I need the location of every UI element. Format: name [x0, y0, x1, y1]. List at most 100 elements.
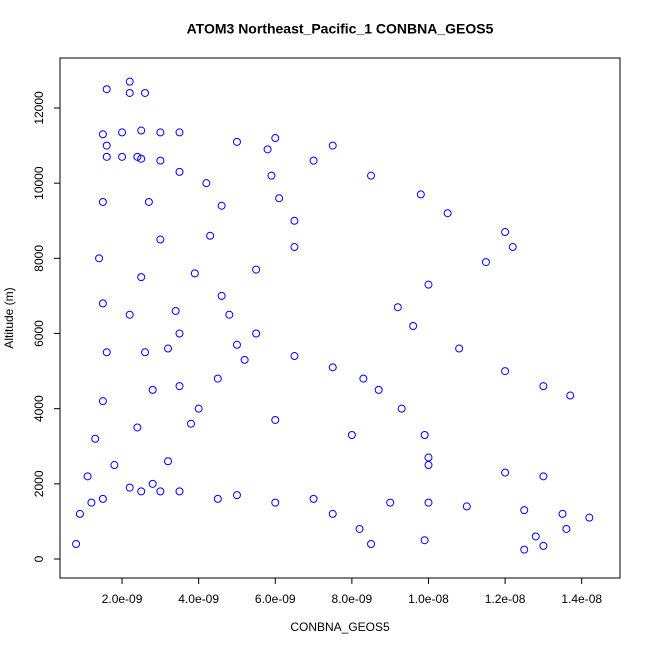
- point: [83, 472, 92, 481]
- point: [424, 498, 433, 507]
- point: [144, 197, 153, 206]
- point: [501, 228, 510, 237]
- point: [72, 539, 81, 548]
- point: [137, 126, 146, 135]
- point: [194, 404, 203, 413]
- point: [290, 243, 299, 252]
- point: [531, 532, 540, 541]
- point: [171, 306, 180, 315]
- point: [102, 85, 111, 94]
- point: [420, 430, 429, 439]
- point: [156, 487, 165, 496]
- point: [347, 430, 356, 439]
- point: [137, 273, 146, 282]
- point: [175, 382, 184, 391]
- point: [397, 404, 406, 413]
- point: [252, 265, 261, 274]
- point: [102, 152, 111, 161]
- chart-title: ATOM3 Northeast_Pacific_1 CONBNA_GEOS5: [187, 21, 494, 37]
- point: [137, 154, 146, 163]
- y-axis-title: Altitude (m): [2, 287, 16, 348]
- point: [290, 352, 299, 361]
- point: [75, 509, 84, 518]
- point: [539, 472, 548, 481]
- point: [271, 498, 280, 507]
- point: [309, 156, 318, 165]
- point: [374, 385, 383, 394]
- point: [102, 348, 111, 357]
- point: [416, 190, 425, 199]
- point: [91, 434, 100, 443]
- point: [125, 77, 134, 86]
- point: [462, 502, 471, 511]
- point: [125, 310, 134, 319]
- point: [562, 524, 571, 533]
- point: [98, 130, 107, 139]
- point: [508, 243, 517, 252]
- point: [141, 88, 150, 97]
- point: [240, 355, 249, 364]
- y-tick-label: 12000: [32, 91, 46, 125]
- point: [355, 524, 364, 533]
- point: [263, 145, 272, 154]
- point: [206, 231, 215, 240]
- point: [232, 340, 241, 349]
- point: [217, 201, 226, 210]
- point: [290, 216, 299, 225]
- point: [175, 487, 184, 496]
- x-axis-title: CONBNA_GEOS5: [290, 620, 390, 634]
- point: [386, 498, 395, 507]
- point: [164, 344, 173, 353]
- point: [520, 506, 529, 515]
- point: [393, 303, 402, 312]
- y-tick-label: 0: [32, 555, 46, 562]
- y-tick-label: 4000: [32, 395, 46, 422]
- point: [118, 128, 127, 137]
- point: [156, 156, 165, 165]
- point: [87, 498, 96, 507]
- y-tick-label: 2000: [32, 470, 46, 497]
- point: [271, 134, 280, 143]
- point: [225, 310, 234, 319]
- point: [328, 363, 337, 372]
- point: [267, 171, 276, 180]
- point: [175, 167, 184, 176]
- point: [328, 141, 337, 150]
- x-tick-label: 1.4e-08: [561, 592, 602, 606]
- point: [102, 141, 111, 150]
- point: [175, 329, 184, 338]
- point: [232, 491, 241, 500]
- point: [455, 344, 464, 353]
- x-tick-label: 2.0e-09: [102, 592, 143, 606]
- point: [424, 461, 433, 470]
- point: [125, 88, 134, 97]
- point: [118, 152, 127, 161]
- point: [213, 374, 222, 383]
- point: [501, 367, 510, 376]
- point: [186, 419, 195, 428]
- x-tick-label: 6.0e-09: [255, 592, 296, 606]
- point: [190, 269, 199, 278]
- point: [133, 423, 142, 432]
- x-tick-label: 1.2e-08: [485, 592, 526, 606]
- point: [424, 453, 433, 462]
- point: [275, 194, 284, 203]
- x-tick-label: 4.0e-09: [178, 592, 219, 606]
- point: [501, 468, 510, 477]
- point: [148, 479, 157, 488]
- point: [125, 483, 134, 492]
- point: [156, 235, 165, 244]
- point: [98, 397, 107, 406]
- point: [98, 494, 107, 503]
- point: [558, 509, 567, 518]
- point: [566, 391, 575, 400]
- point: [367, 539, 376, 548]
- point: [585, 513, 594, 522]
- y-tick-label: 6000: [32, 320, 46, 347]
- x-tick-label: 1.0e-08: [408, 592, 449, 606]
- y-tick-label: 10000: [32, 166, 46, 200]
- plot-frame: [59, 57, 621, 579]
- point: [309, 494, 318, 503]
